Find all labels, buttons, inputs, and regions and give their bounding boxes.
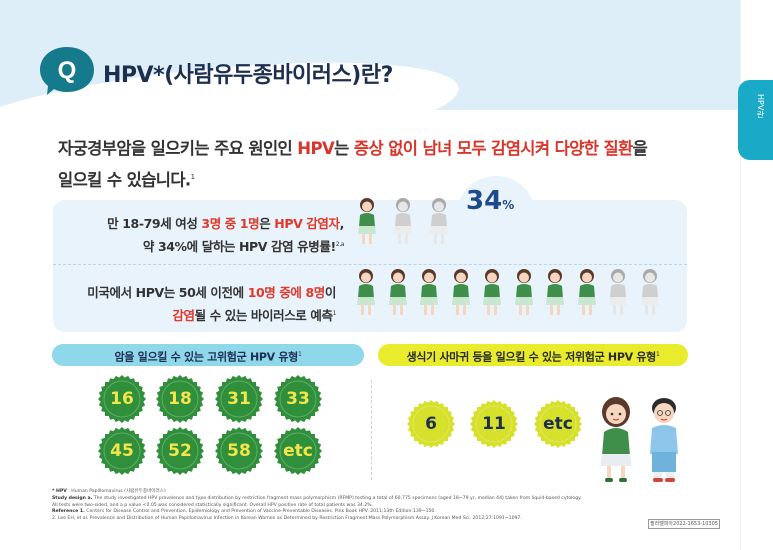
high-risk-seal-33: 33 (273, 374, 323, 424)
high-risk-type-label: etc (283, 441, 313, 461)
footnotes: * HPV : Human Papillomavirus (사람유두종바이러스)… (52, 489, 642, 523)
high-risk-type-label: 58 (227, 441, 251, 461)
intro-highlight: 증상 없이 남녀 모두 감염시켜 다양한 질환 (353, 139, 633, 158)
percent-callout: 34% (466, 186, 514, 216)
stat1-text-a: 만 18-79세 여성 (107, 216, 202, 231)
intro-text: 자궁경부암을 일으키는 주요 원인인 HPV는 증상 없이 남녀 모두 감염시켜… (58, 134, 708, 195)
stat1-highlight-2: HPV 감염자 (274, 216, 340, 231)
percent-value: 34 (466, 186, 503, 216)
percent-unit: % (502, 198, 515, 212)
q-letter: Q (58, 57, 77, 84)
footnote-ref-2: 2. Lee EH, et al. Prevalence and Distrib… (52, 516, 522, 522)
stat2-ref: 1 (332, 310, 337, 317)
person-figure-infected (543, 268, 567, 318)
high-risk-header-text: 암을 일으킬 수 있는 고위험군 HPV 유형 (114, 350, 298, 364)
high-risk-seal-31: 31 (214, 374, 264, 424)
stat2-text-a: 미국에서 HPV는 50세 이전에 (87, 285, 248, 300)
stat1-text-c: , (339, 216, 345, 231)
person-figure-infected (355, 197, 379, 247)
intro-line2: 일으킬 수 있습니다. (58, 170, 191, 190)
high-risk-type-label: 52 (168, 441, 192, 461)
footnote-design: The study investigated HPV prevalence an… (92, 495, 582, 501)
stat1-line2: 약 34%에 달하는 HPV 감염 유병률! (142, 239, 336, 255)
column-divider (371, 380, 372, 480)
person-figure-uninfected (638, 268, 662, 318)
high-risk-type-label: 33 (286, 389, 310, 409)
stat1-ref: 2,a (335, 241, 345, 248)
low-risk-header: 생식기 사마귀 등을 일으킬 수 있는 저위험군 HPV 유형1 (378, 344, 688, 366)
high-risk-seal-18: 18 (155, 374, 205, 424)
low-risk-type-label: 6 (425, 414, 437, 434)
side-tab[interactable]: HPV란 (738, 80, 773, 160)
low-risk-seal-etc: etc (533, 399, 583, 449)
person-figure-infected (512, 268, 536, 318)
high-risk-seal-16: 16 (97, 374, 147, 424)
side-tab-label: HPV란 (756, 94, 765, 119)
high-risk-type-label: 16 (110, 389, 134, 409)
intro-part2: 는 (334, 139, 354, 158)
intro-ref: 1 (190, 173, 195, 181)
footnote-ref-1: Centers for Disease Control and Preventi… (84, 509, 436, 515)
low-risk-seal-6: 6 (406, 399, 456, 449)
header-banner (0, 0, 740, 187)
footnote-ref-label: Reference 1. (52, 509, 85, 515)
page-title: HPV*(사람유두종바이러스)란? (103, 63, 393, 88)
person-figure-infected (449, 268, 473, 318)
stat-women-prevalence: 만 18-79세 여성 3명 중 1명은 HPV 감염자, 약 34%에 달하는… (84, 213, 344, 257)
high-risk-header: 암을 일으킬 수 있는 고위험군 HPV 유형1 (52, 344, 364, 366)
person-figure-infected (417, 268, 441, 318)
low-risk-seal-11: 11 (469, 399, 519, 449)
intro-part3: 을 (632, 139, 648, 158)
q-speech-bubble-icon: Q (40, 47, 94, 95)
person-figure-infected (354, 268, 378, 318)
person-figure-uninfected (427, 197, 451, 247)
stat1-highlight-1: 3명 중 1명 (201, 216, 260, 231)
high-risk-seal-58: 58 (214, 426, 264, 476)
high-risk-type-label: 31 (227, 389, 251, 409)
person-figure-uninfected (391, 197, 415, 247)
footnote-design-2: All tests were two-sided, and a p value … (52, 502, 373, 508)
stat-us-infection: 미국에서 HPV는 50세 이전에 10명 중에 8명이 감염될 수 있는 바이… (76, 282, 336, 326)
kids-illustration (600, 397, 678, 482)
high-risk-ref: 1 (298, 351, 302, 358)
footnote-hpv-label: * HPV (52, 489, 67, 494)
low-risk-type-label: etc (543, 414, 573, 434)
high-risk-seal-etc: etc (273, 426, 323, 476)
stat2-line2: 될 수 있는 바이러스로 예측 (194, 308, 333, 324)
person-figure-infected (386, 268, 410, 318)
person-figure-uninfected (606, 268, 630, 318)
high-risk-seal-45: 45 (97, 426, 147, 476)
stat1-text-b: 은 (259, 216, 275, 231)
high-risk-type-label: 45 (110, 441, 134, 461)
stat2-text-b: 이 (324, 285, 337, 300)
footnote-design-label: Study design a. (52, 495, 93, 501)
low-risk-type-label: 11 (482, 414, 506, 434)
low-risk-header-text: 생식기 사마귀 등을 일으킬 수 있는 저위험군 HPV 유형 (406, 350, 656, 364)
intro-part1: 자궁경부암을 일으키는 주요 원인인 (58, 139, 298, 158)
document-code: 필라델피아2022-1653-10305 (648, 519, 720, 529)
stats-divider (53, 264, 687, 265)
person-figure-infected (575, 268, 599, 318)
person-figure-infected (480, 268, 504, 318)
low-risk-ref: 1 (656, 351, 660, 358)
stat2-highlight-1: 10명 중에 8명 (247, 285, 326, 300)
stat2-highlight-2: 감염 (172, 308, 195, 324)
high-risk-type-label: 18 (168, 389, 192, 409)
intro-hpv: HPV (297, 139, 335, 158)
high-risk-seal-52: 52 (155, 426, 205, 476)
footnote-hpv-def: : Human Papillomavirus (사람유두종바이러스) (66, 489, 166, 494)
